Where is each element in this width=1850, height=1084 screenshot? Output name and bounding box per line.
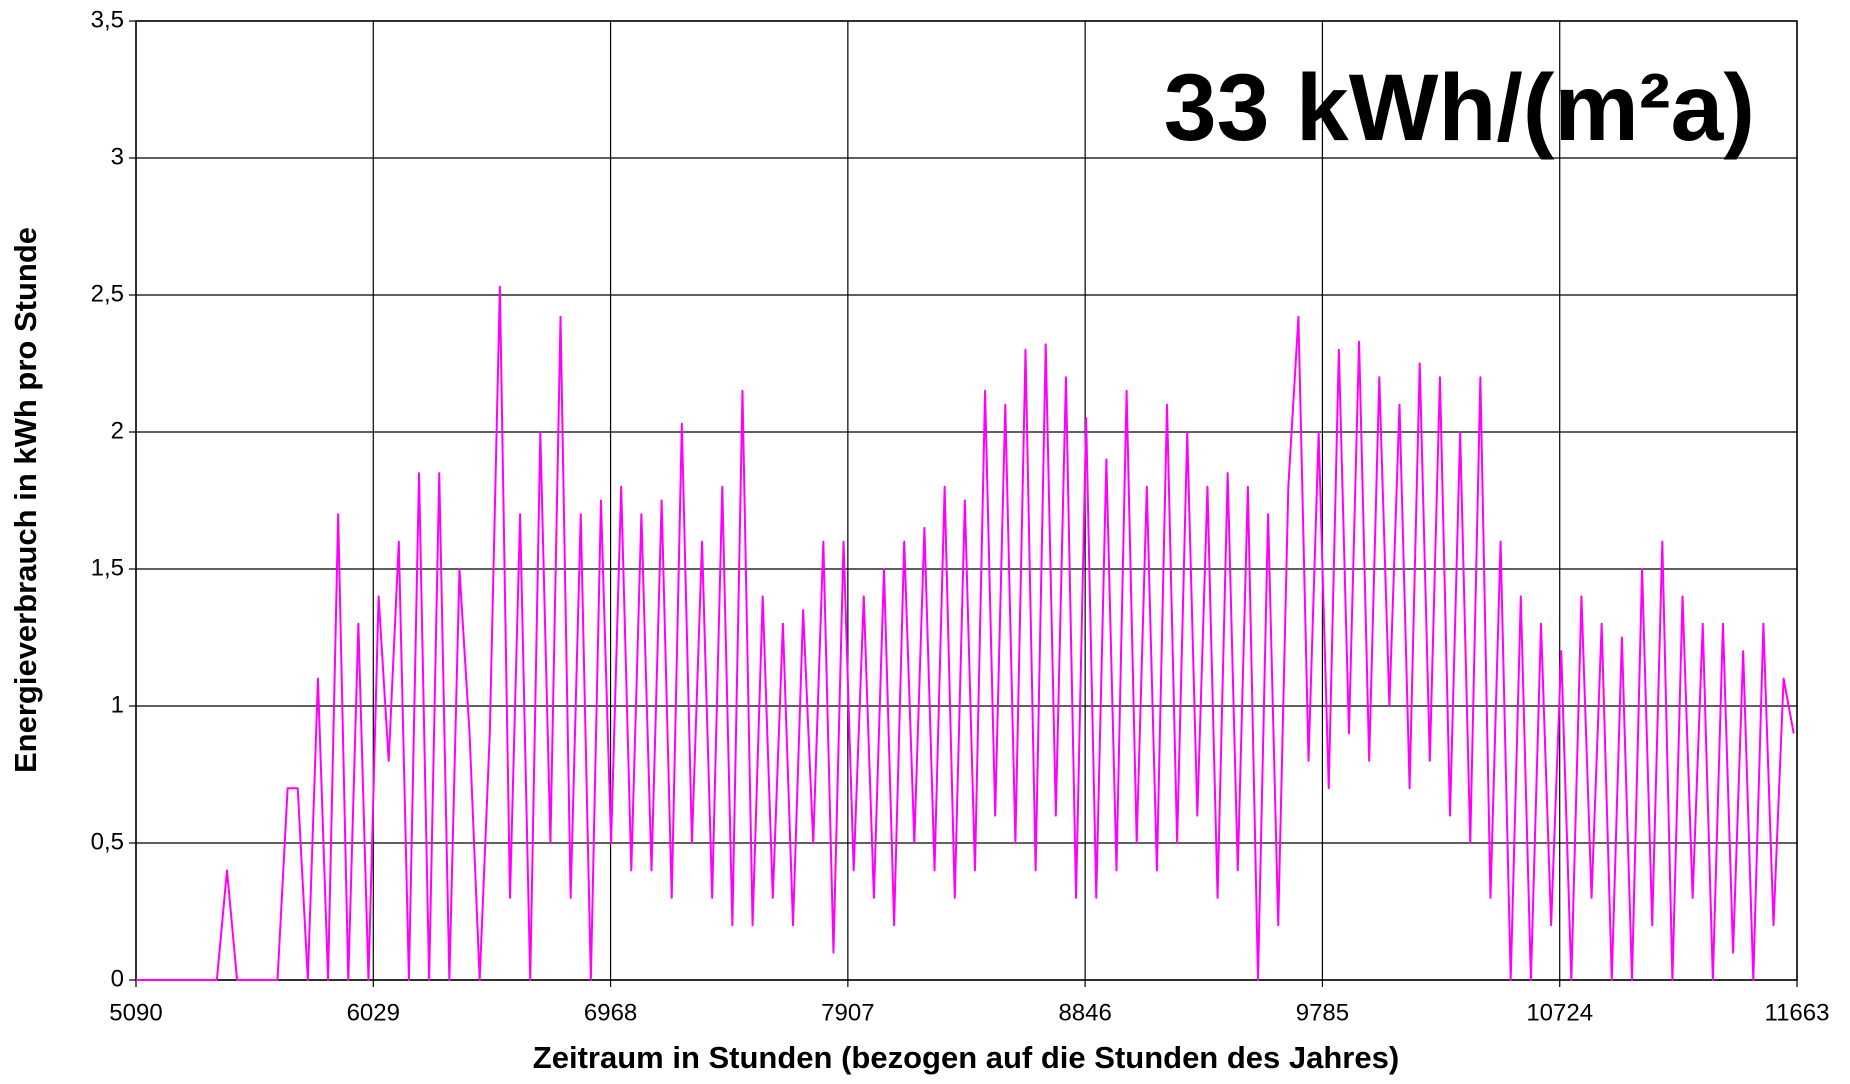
x-tick-label: 7907 (821, 999, 874, 1026)
plot-frame (135, 20, 1798, 981)
y-tick-label: 3,5 (91, 6, 124, 33)
x-tick-label: 11663 (1765, 999, 1830, 1026)
y-tick-label: 2,5 (91, 280, 124, 307)
x-tick-label: 6029 (347, 999, 400, 1026)
y-tick-label: 2 (111, 417, 124, 444)
x-tick-label: 8846 (1058, 999, 1111, 1026)
y-tick-label: 0 (111, 965, 124, 992)
annotation: 33 kWh/(m²a) (1164, 55, 1755, 161)
x-axis-title: Zeitraum in Stunden (bezogen auf die Stu… (533, 1040, 1399, 1075)
y-tick-label: 1,5 (91, 554, 124, 581)
x-tick-label: 6968 (584, 999, 637, 1026)
x-tick-label: 9785 (1296, 999, 1349, 1026)
x-tick-label: 10724 (1526, 999, 1593, 1026)
y-tick-label: 1 (111, 691, 124, 718)
y-axis-title: Energieverbrauch in kWh pro Stunde (8, 227, 43, 773)
x-tick-label: 5090 (109, 999, 162, 1026)
y-tick-label: 0,5 (91, 828, 124, 855)
y-tick-label: 3 (111, 143, 124, 170)
data-line (136, 285, 1795, 981)
